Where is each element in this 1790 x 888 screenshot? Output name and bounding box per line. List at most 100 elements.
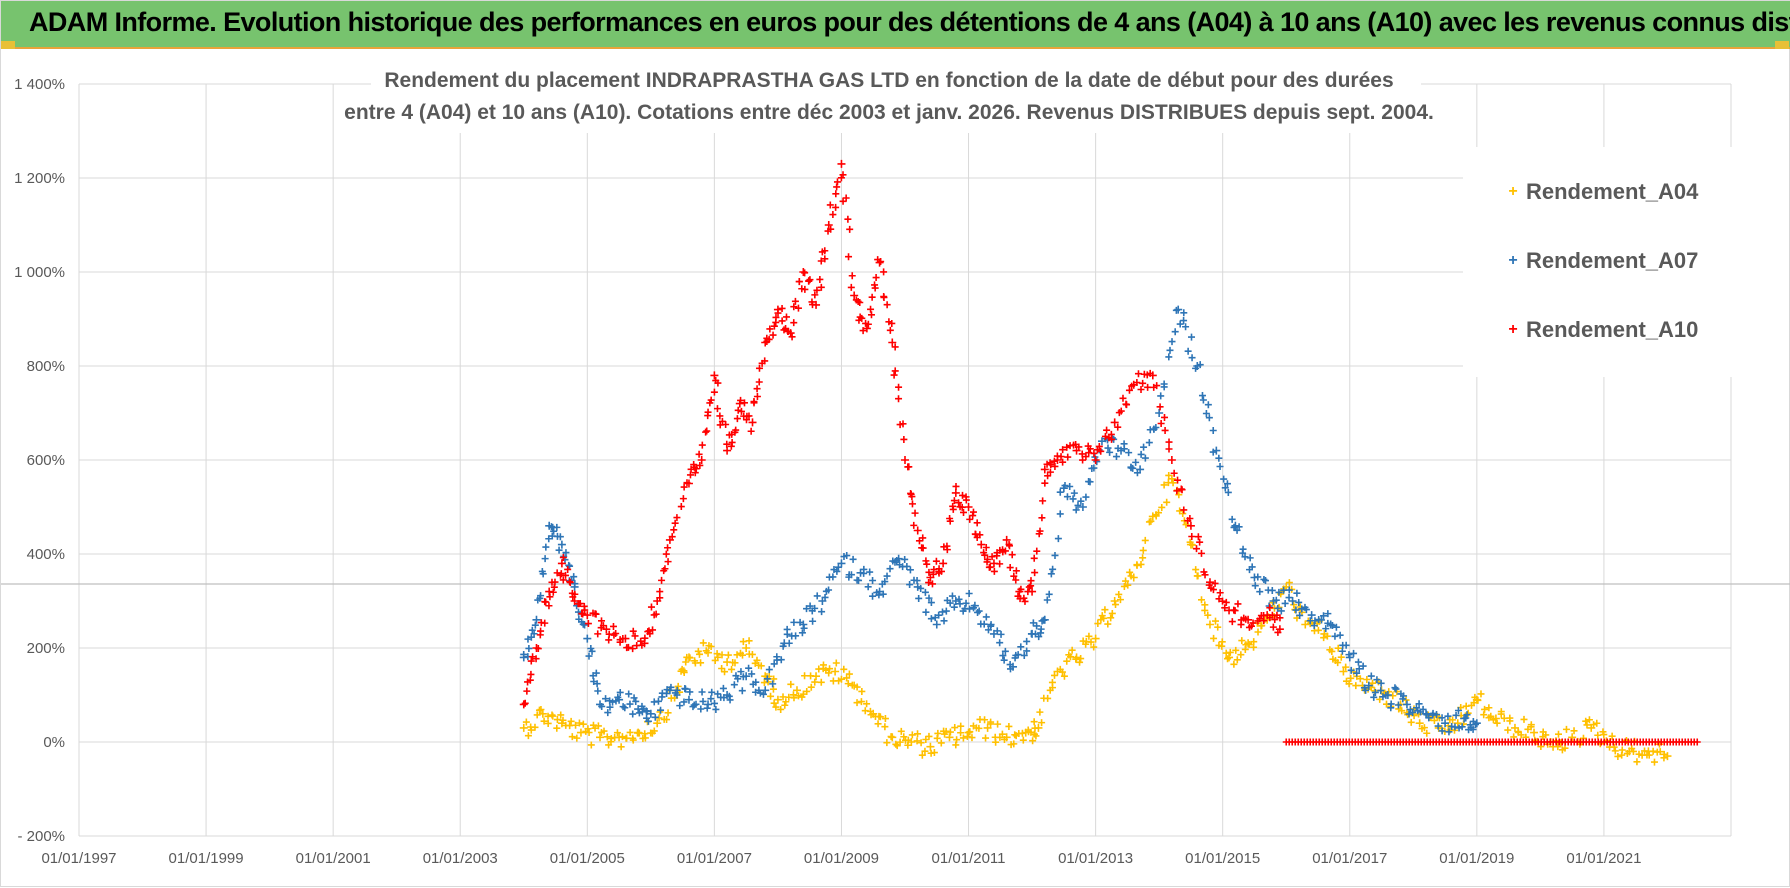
point-Rendement_A04 (794, 692, 802, 700)
point-Rendement_A07 (1216, 462, 1224, 470)
point-Rendement_A10 (584, 620, 592, 628)
point-Rendement_A10 (786, 329, 795, 338)
point-Rendement_A10 (791, 297, 799, 305)
point-Rendement_A04 (807, 683, 815, 691)
point-Rendement_A04 (1250, 638, 1258, 646)
point-Rendement_A10 (1041, 479, 1049, 487)
point-Rendement_A10 (895, 383, 903, 391)
point-Rendement_A04 (925, 732, 933, 740)
point-Rendement_A07 (864, 583, 872, 591)
point-Rendement_A04 (1160, 481, 1168, 489)
legend-label-a10: Rendement_A10 (1526, 317, 1698, 342)
point-Rendement_A04 (1214, 623, 1222, 631)
point-Rendement_A04 (707, 643, 715, 651)
point-Rendement_A07 (996, 639, 1004, 647)
point-Rendement_A07 (1106, 448, 1114, 456)
point-Rendement_A07 (606, 703, 614, 711)
point-Rendement_A07 (1235, 523, 1243, 531)
point-Rendement_A04 (1449, 716, 1457, 724)
point-Rendement_A04 (567, 717, 575, 725)
point-Rendement_A10 (1072, 446, 1081, 455)
point-Rendement_A07 (970, 601, 979, 610)
point-Rendement_A10 (594, 630, 602, 638)
series-Rendement_A10 (519, 159, 1701, 746)
point-Rendement_A10 (765, 335, 773, 343)
point-Rendement_A10 (761, 338, 770, 347)
point-Rendement_A07 (915, 594, 923, 602)
legend-marker-a04: + (1508, 183, 1517, 200)
point-Rendement_A04 (663, 716, 671, 724)
y-tick-label: 400% (27, 546, 65, 563)
point-Rendement_A04 (1561, 744, 1569, 752)
point-Rendement_A07 (593, 680, 601, 688)
point-Rendement_A07 (1020, 651, 1028, 659)
banner-title: ADAM Informe. Evolution historique des p… (29, 7, 1790, 37)
point-Rendement_A07 (984, 626, 992, 634)
point-Rendement_A07 (562, 549, 570, 557)
point-Rendement_A04 (1363, 676, 1371, 684)
point-Rendement_A04 (998, 730, 1006, 738)
point-Rendement_A10 (1086, 445, 1094, 453)
point-Rendement_A04 (921, 747, 929, 755)
legend-box (1463, 147, 1733, 377)
point-Rendement_A10 (1095, 442, 1103, 450)
point-Rendement_A04 (538, 709, 547, 718)
point-Rendement_A07 (592, 669, 600, 677)
point-Rendement_A07 (1215, 454, 1223, 462)
point-Rendement_A07 (1001, 647, 1009, 655)
point-Rendement_A04 (1585, 716, 1593, 724)
point-Rendement_A07 (1188, 333, 1196, 341)
point-Rendement_A07 (1405, 710, 1413, 718)
point-Rendement_A10 (737, 407, 745, 415)
point-Rendement_A10 (890, 371, 898, 379)
point-Rendement_A10 (564, 565, 572, 573)
point-Rendement_A10 (951, 488, 960, 497)
point-Rendement_A10 (1103, 426, 1111, 434)
point-Rendement_A07 (625, 690, 633, 698)
point-Rendement_A07 (879, 590, 887, 598)
point-Rendement_A04 (1115, 590, 1123, 598)
point-Rendement_A10 (880, 268, 888, 276)
point-Rendement_A04 (1211, 617, 1219, 625)
point-Rendement_A07 (680, 698, 688, 706)
point-Rendement_A10 (808, 298, 816, 306)
x-tick-label: 01/01/1997 (41, 850, 116, 867)
point-Rendement_A07 (1017, 643, 1025, 651)
point-Rendement_A07 (974, 608, 982, 616)
point-Rendement_A10 (647, 603, 655, 611)
point-Rendement_A04 (1137, 560, 1145, 568)
point-Rendement_A04 (896, 738, 904, 746)
point-Rendement_A07 (806, 602, 814, 610)
point-Rendement_A10 (1012, 576, 1020, 584)
point-Rendement_A07 (917, 584, 925, 592)
point-Rendement_A07 (847, 571, 855, 579)
x-tick-label: 01/01/2009 (804, 850, 879, 867)
point-Rendement_A10 (1276, 614, 1284, 622)
point-Rendement_A07 (962, 599, 970, 607)
point-Rendement_A04 (853, 699, 861, 707)
point-Rendement_A10 (969, 508, 977, 516)
point-Rendement_A07 (1196, 361, 1204, 369)
point-Rendement_A10 (805, 277, 813, 285)
point-Rendement_A07 (602, 695, 610, 703)
point-Rendement_A04 (579, 720, 587, 728)
point-Rendement_A07 (585, 652, 593, 660)
point-Rendement_A07 (531, 621, 539, 629)
point-Rendement_A04 (739, 651, 747, 659)
point-Rendement_A04 (1201, 606, 1209, 614)
point-Rendement_A04 (537, 706, 545, 714)
point-Rendement_A07 (1336, 631, 1344, 639)
point-Rendement_A04 (1356, 675, 1364, 683)
point-Rendement_A07 (1438, 727, 1446, 735)
point-Rendement_A04 (622, 734, 630, 742)
point-Rendement_A04 (1226, 648, 1234, 656)
point-Rendement_A04 (964, 728, 973, 737)
point-Rendement_A10 (664, 558, 672, 566)
point-Rendement_A04 (1077, 655, 1085, 663)
point-Rendement_A07 (1049, 565, 1057, 573)
point-Rendement_A10 (1021, 597, 1029, 605)
point-Rendement_A10 (677, 503, 685, 511)
point-Rendement_A10 (883, 301, 891, 309)
point-Rendement_A04 (585, 728, 593, 736)
point-Rendement_A10 (946, 515, 954, 523)
